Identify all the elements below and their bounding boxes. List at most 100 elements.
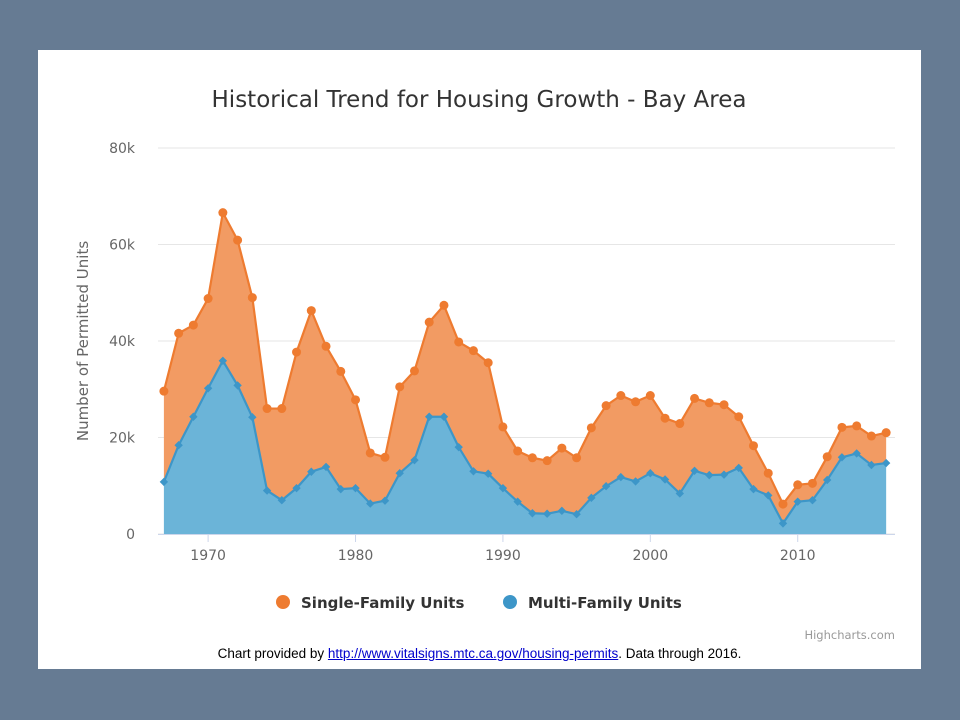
- single-family-point[interactable]: [306, 306, 316, 316]
- multi-family-point[interactable]: [881, 458, 891, 468]
- single-family-point[interactable]: [159, 386, 169, 396]
- single-family-point[interactable]: [321, 341, 331, 351]
- single-family-point[interactable]: [174, 328, 184, 338]
- multi-family-point[interactable]: [425, 412, 434, 421]
- legend-multi-family-marker[interactable]: [503, 595, 517, 609]
- single-family-point[interactable]: [468, 346, 478, 356]
- multi-family-point[interactable]: [646, 469, 655, 478]
- single-family-point[interactable]: [247, 293, 257, 303]
- single-family-point[interactable]: [719, 400, 729, 410]
- multi-family-point[interactable]: [248, 413, 257, 422]
- multi-family-point[interactable]: [366, 499, 375, 508]
- single-family-point[interactable]: [292, 347, 302, 357]
- single-family-point[interactable]: [527, 453, 537, 463]
- multi-family-point[interactable]: [808, 496, 817, 505]
- single-family-point[interactable]: [881, 428, 891, 438]
- multi-family-point[interactable]: [749, 484, 758, 494]
- single-family-point[interactable]: [748, 441, 758, 451]
- multi-family-point[interactable]: [498, 483, 508, 493]
- single-family-point[interactable]: [203, 294, 213, 304]
- single-family-point[interactable]: [572, 453, 582, 463]
- single-family-point[interactable]: [866, 431, 876, 441]
- single-family-point[interactable]: [690, 393, 700, 403]
- single-family-point[interactable]: [439, 300, 449, 310]
- single-family-point[interactable]: [336, 366, 346, 376]
- single-family-point[interactable]: [233, 235, 243, 245]
- legend-multi-family-label[interactable]: Multi-Family Units: [528, 594, 682, 612]
- single-family-point[interactable]: [218, 208, 228, 218]
- multi-family-point[interactable]: [262, 486, 272, 495]
- highcharts-credits[interactable]: Highcharts.com: [804, 628, 895, 642]
- multi-family-point[interactable]: [380, 496, 390, 505]
- multi-family-point[interactable]: [822, 475, 832, 485]
- single-family-point[interactable]: [262, 404, 272, 414]
- single-family-point[interactable]: [409, 366, 419, 376]
- multi-family-point[interactable]: [351, 483, 360, 493]
- multi-family-point[interactable]: [660, 475, 670, 484]
- single-family-point[interactable]: [351, 395, 361, 405]
- single-family-point[interactable]: [631, 397, 641, 407]
- single-family-point[interactable]: [675, 419, 685, 429]
- single-family-point[interactable]: [424, 317, 434, 327]
- multi-family-point[interactable]: [690, 466, 699, 475]
- multi-family-point[interactable]: [233, 381, 242, 390]
- multi-family-point[interactable]: [454, 442, 463, 452]
- multi-family-point[interactable]: [203, 384, 213, 393]
- single-family-point[interactable]: [645, 391, 655, 401]
- single-family-point[interactable]: [734, 412, 744, 422]
- single-family-point[interactable]: [852, 421, 862, 431]
- multi-family-point[interactable]: [587, 493, 596, 503]
- multi-family-point[interactable]: [395, 469, 404, 478]
- multi-family-point[interactable]: [218, 356, 228, 365]
- single-family-point[interactable]: [395, 382, 405, 392]
- single-family-point[interactable]: [616, 391, 626, 401]
- single-family-point[interactable]: [454, 337, 464, 347]
- multi-family-point[interactable]: [867, 460, 876, 470]
- multi-family-point[interactable]: [321, 462, 331, 472]
- multi-family-point[interactable]: [307, 467, 316, 476]
- single-family-point[interactable]: [557, 443, 567, 453]
- multi-family-point[interactable]: [764, 491, 773, 500]
- multi-family-point[interactable]: [513, 497, 522, 506]
- legend-single-family-label[interactable]: Single-Family Units: [301, 594, 464, 612]
- single-family-point[interactable]: [704, 398, 714, 408]
- single-family-point[interactable]: [793, 480, 803, 490]
- multi-family-point[interactable]: [189, 412, 198, 421]
- multi-family-point[interactable]: [483, 469, 493, 478]
- single-family-point[interactable]: [188, 320, 198, 330]
- multi-family-point[interactable]: [852, 449, 861, 458]
- multi-family-point[interactable]: [719, 470, 729, 479]
- multi-family-point[interactable]: [705, 470, 714, 480]
- multi-family-point[interactable]: [631, 477, 640, 486]
- single-family-point[interactable]: [601, 401, 611, 411]
- single-family-point[interactable]: [277, 404, 287, 414]
- single-family-point[interactable]: [483, 358, 493, 368]
- single-family-point[interactable]: [837, 422, 847, 432]
- multi-family-point[interactable]: [616, 472, 626, 482]
- single-family-point[interactable]: [822, 452, 832, 462]
- multi-family-point[interactable]: [601, 482, 611, 491]
- legend-single-family-marker[interactable]: [276, 595, 290, 609]
- multi-family-point[interactable]: [793, 497, 802, 506]
- single-family-point[interactable]: [380, 452, 390, 462]
- single-family-point[interactable]: [542, 456, 552, 466]
- multi-family-point[interactable]: [837, 453, 847, 462]
- multi-family-point[interactable]: [174, 441, 183, 450]
- single-family-point[interactable]: [807, 478, 817, 488]
- single-family-point[interactable]: [778, 499, 788, 509]
- multi-family-point[interactable]: [675, 489, 684, 498]
- multi-family-point[interactable]: [778, 519, 788, 528]
- single-family-point[interactable]: [365, 448, 375, 458]
- source-link[interactable]: http://www.vitalsigns.mtc.ca.gov/housing…: [327, 646, 619, 661]
- single-family-point[interactable]: [513, 446, 523, 456]
- multi-family-point[interactable]: [292, 483, 301, 493]
- single-family-point[interactable]: [660, 413, 670, 423]
- single-family-point[interactable]: [498, 422, 508, 432]
- single-family-point[interactable]: [763, 468, 773, 478]
- single-family-point[interactable]: [586, 423, 596, 433]
- multi-family-point[interactable]: [410, 455, 419, 465]
- multi-family-point[interactable]: [734, 463, 743, 473]
- multi-family-point[interactable]: [469, 467, 478, 476]
- multi-family-point[interactable]: [439, 412, 449, 421]
- multi-family-point[interactable]: [277, 496, 287, 505]
